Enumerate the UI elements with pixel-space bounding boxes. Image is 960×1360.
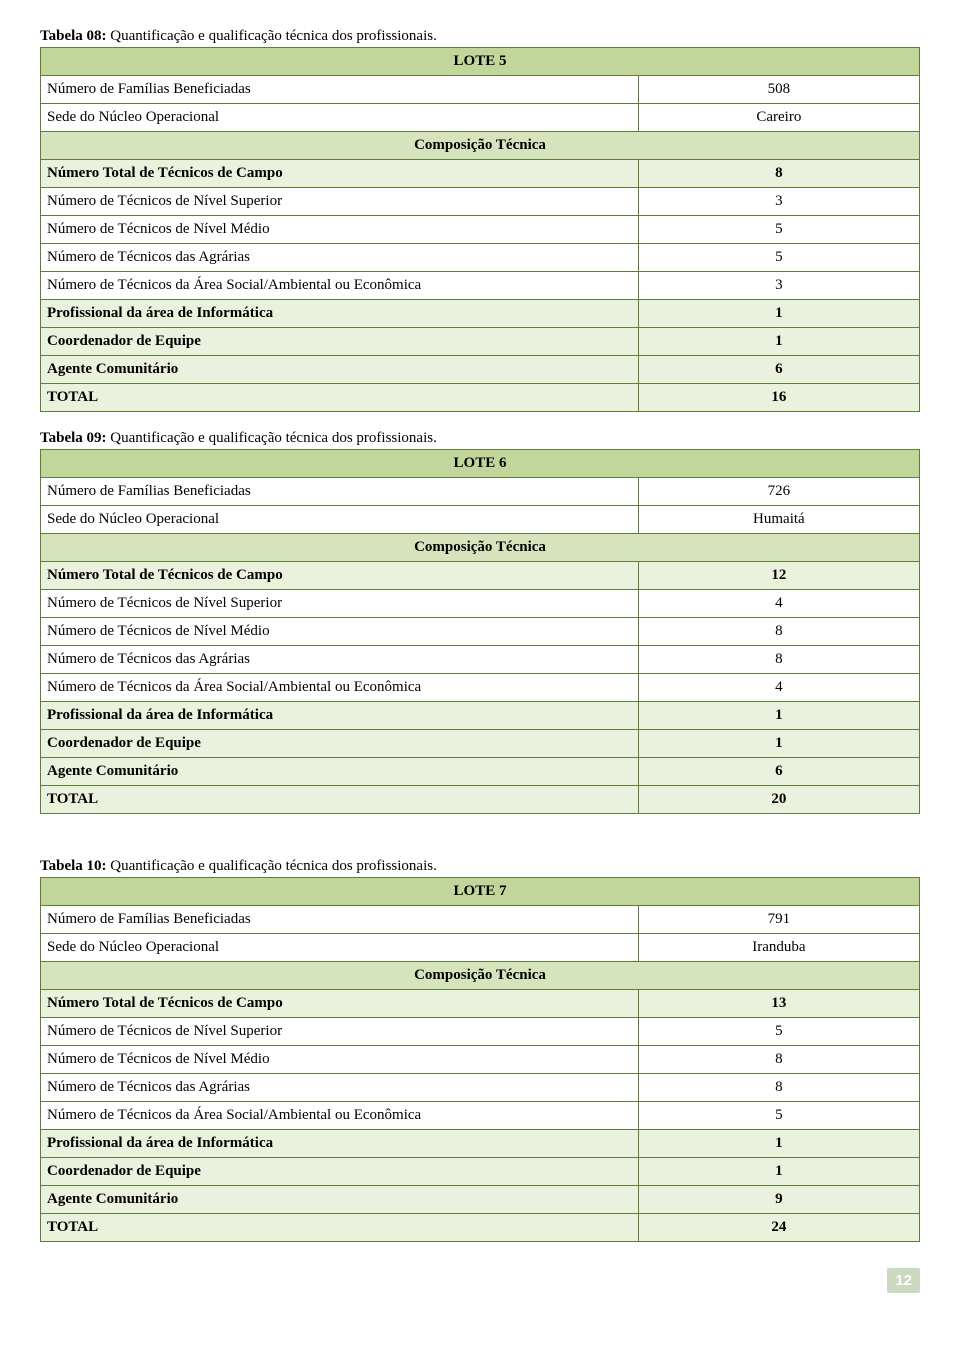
- row-value: 24: [638, 1214, 919, 1242]
- row-value: 1: [638, 328, 919, 356]
- row-value: 16: [638, 384, 919, 412]
- row-label: Número de Técnicos das Agrárias: [41, 646, 639, 674]
- row-value: 1: [638, 1158, 919, 1186]
- row-label: Sede do Núcleo Operacional: [41, 934, 639, 962]
- table08-comp: Composição Técnica: [41, 132, 920, 160]
- row-label: Número de Famílias Beneficiadas: [41, 906, 639, 934]
- row-label: Número de Técnicos de Nível Superior: [41, 188, 639, 216]
- row-label: Número de Técnicos da Área Social/Ambien…: [41, 1102, 639, 1130]
- row-value: 1: [638, 730, 919, 758]
- row-label: Número de Técnicos das Agrárias: [41, 1074, 639, 1102]
- row-value: 6: [638, 758, 919, 786]
- row-value: Humaitá: [638, 506, 919, 534]
- row-label: Número Total de Técnicos de Campo: [41, 160, 639, 188]
- row-value: 12: [638, 562, 919, 590]
- row-value: 3: [638, 272, 919, 300]
- row-label: TOTAL: [41, 786, 639, 814]
- row-value: Iranduba: [638, 934, 919, 962]
- row-label: Número de Técnicos da Área Social/Ambien…: [41, 272, 639, 300]
- row-label: Agente Comunitário: [41, 356, 639, 384]
- row-value: 8: [638, 646, 919, 674]
- row-value: 8: [638, 1046, 919, 1074]
- row-value: 8: [638, 1074, 919, 1102]
- row-label: Número de Técnicos de Nível Superior: [41, 590, 639, 618]
- row-label: Número de Técnicos da Área Social/Ambien…: [41, 674, 639, 702]
- row-label: Número de Famílias Beneficiadas: [41, 478, 639, 506]
- table10-comp: Composição Técnica: [41, 962, 920, 990]
- table09-caption: Tabela 09: Quantificação e qualificação …: [40, 430, 920, 447]
- table10-caption-bold: Tabela 10:: [40, 858, 107, 874]
- row-value: 508: [638, 76, 919, 104]
- row-value: 791: [638, 906, 919, 934]
- row-value: 1: [638, 1130, 919, 1158]
- row-label: Número Total de Técnicos de Campo: [41, 562, 639, 590]
- table10-caption: Tabela 10: Quantificação e qualificação …: [40, 858, 920, 875]
- row-value: 4: [638, 674, 919, 702]
- row-label: Profissional da área de Informática: [41, 1130, 639, 1158]
- table10-lote: LOTE 7: [41, 878, 920, 906]
- row-label: Profissional da área de Informática: [41, 300, 639, 328]
- row-label: Coordenador de Equipe: [41, 1158, 639, 1186]
- table09: LOTE 6 Número de Famílias Beneficiadas 7…: [40, 449, 920, 814]
- row-label: Número de Técnicos de Nível Médio: [41, 1046, 639, 1074]
- row-value: 8: [638, 618, 919, 646]
- row-label: Número de Técnicos de Nível Médio: [41, 216, 639, 244]
- row-value: 1: [638, 300, 919, 328]
- table08-caption-bold: Tabela 08:: [40, 28, 107, 44]
- row-value: 20: [638, 786, 919, 814]
- row-label: Agente Comunitário: [41, 758, 639, 786]
- row-label: Número de Técnicos de Nível Médio: [41, 618, 639, 646]
- row-value: 9: [638, 1186, 919, 1214]
- row-value: 13: [638, 990, 919, 1018]
- row-label: Sede do Núcleo Operacional: [41, 104, 639, 132]
- row-label: Coordenador de Equipe: [41, 730, 639, 758]
- row-value: 8: [638, 160, 919, 188]
- table08-caption-text: Quantificação e qualificação técnica dos…: [107, 28, 437, 44]
- table09-comp: Composição Técnica: [41, 534, 920, 562]
- table08-lote: LOTE 5: [41, 48, 920, 76]
- row-label: Sede do Núcleo Operacional: [41, 506, 639, 534]
- row-label: Número de Técnicos das Agrárias: [41, 244, 639, 272]
- table08: LOTE 5 Número de Famílias Beneficiadas 5…: [40, 47, 920, 412]
- row-label: Agente Comunitário: [41, 1186, 639, 1214]
- page-number: 12: [887, 1268, 920, 1293]
- table09-caption-text: Quantificação e qualificação técnica dos…: [107, 430, 437, 446]
- table09-lote: LOTE 6: [41, 450, 920, 478]
- row-value: 6: [638, 356, 919, 384]
- row-label: Número de Técnicos de Nível Superior: [41, 1018, 639, 1046]
- table08-caption: Tabela 08: Quantificação e qualificação …: [40, 28, 920, 45]
- row-label: TOTAL: [41, 1214, 639, 1242]
- row-value: 4: [638, 590, 919, 618]
- row-value: 1: [638, 702, 919, 730]
- table09-caption-bold: Tabela 09:: [40, 430, 107, 446]
- row-label: Coordenador de Equipe: [41, 328, 639, 356]
- row-value: 5: [638, 1018, 919, 1046]
- row-value: 726: [638, 478, 919, 506]
- row-value: 5: [638, 244, 919, 272]
- row-value: 5: [638, 216, 919, 244]
- row-value: 5: [638, 1102, 919, 1130]
- row-label: Número de Famílias Beneficiadas: [41, 76, 639, 104]
- row-label: Número Total de Técnicos de Campo: [41, 990, 639, 1018]
- row-value: Careiro: [638, 104, 919, 132]
- row-value: 3: [638, 188, 919, 216]
- table10-caption-text: Quantificação e qualificação técnica dos…: [107, 858, 437, 874]
- table10: LOTE 7 Número de Famílias Beneficiadas 7…: [40, 877, 920, 1242]
- row-label: TOTAL: [41, 384, 639, 412]
- row-label: Profissional da área de Informática: [41, 702, 639, 730]
